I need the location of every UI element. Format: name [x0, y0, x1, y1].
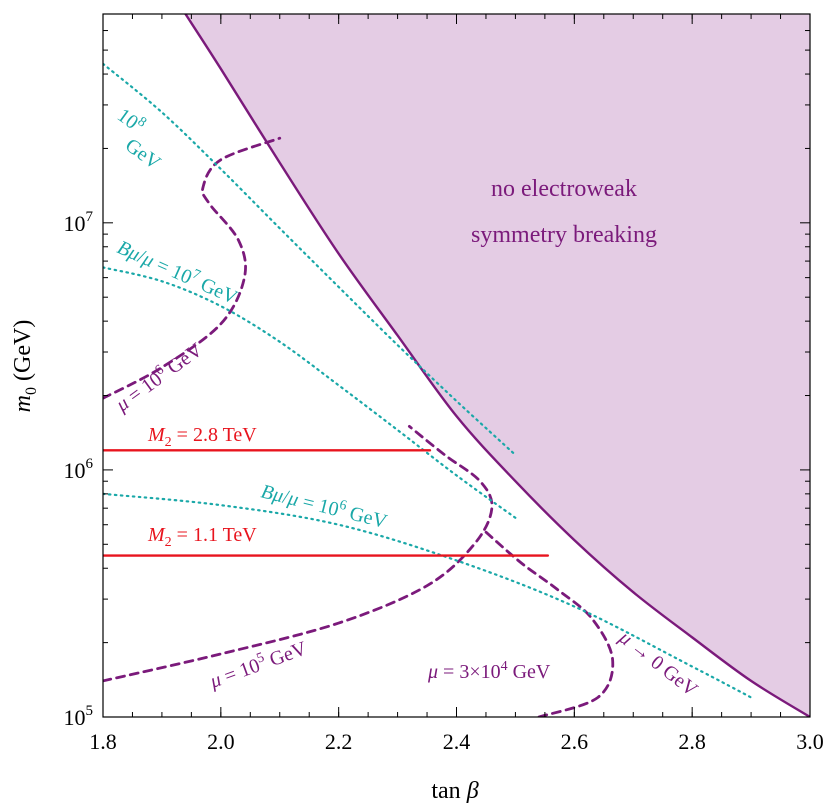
series-3 [484, 530, 615, 717]
region-label-line1: no electroweak [491, 176, 637, 202]
label-mu-0: μ → 0 GeV [614, 626, 702, 701]
ticks-layer: 1.8 2.0 2.2 2.4 2.6 2.8 3.0 105 106 107 [64, 13, 824, 754]
x-tick-label: 2.2 [325, 729, 353, 754]
label-bmu-1e6: Bμ/μ = 106 GeV [259, 479, 390, 534]
label-mu-3e4: μ = 3×104 GeV [427, 659, 551, 683]
series-0 [184, 14, 810, 717]
label-mu-1e6: μ = 106 GeV [110, 337, 207, 417]
y-axis-label: m0 (GeV) [10, 320, 40, 413]
series-1 [103, 136, 282, 400]
y-tick-label: 106 [64, 456, 94, 483]
series-5 [103, 266, 517, 519]
label-m2-1-1: M2 = 1.1 TeV [147, 524, 257, 550]
region-label-line2: symmetry breaking [471, 222, 657, 248]
curves-layer [103, 14, 810, 717]
label-m2-2-8: M2 = 2.8 TeV [147, 424, 257, 450]
series-6 [103, 492, 753, 699]
x-tick-label: 3.0 [796, 729, 824, 754]
y-tick-label: 107 [64, 209, 94, 236]
series-4 [103, 62, 517, 457]
x-tick-label: 1.8 [89, 729, 117, 754]
y-tick-label: 105 [64, 703, 94, 730]
label-bmu-1e8: 108 [113, 103, 149, 138]
label-bmu-1e8-unit: GeV [121, 134, 165, 174]
x-tick-label: 2.6 [561, 729, 589, 754]
label-bmu-1e7: Bμ/μ = 107 GeV [114, 235, 242, 310]
series-2 [103, 424, 494, 683]
x-tick-label: 2.4 [443, 729, 471, 754]
x-axis-label: tan β [431, 778, 478, 804]
no-ewsb-region [185, 14, 810, 717]
x-tick-label: 2.8 [678, 729, 706, 754]
x-tick-label: 2.0 [207, 729, 235, 754]
